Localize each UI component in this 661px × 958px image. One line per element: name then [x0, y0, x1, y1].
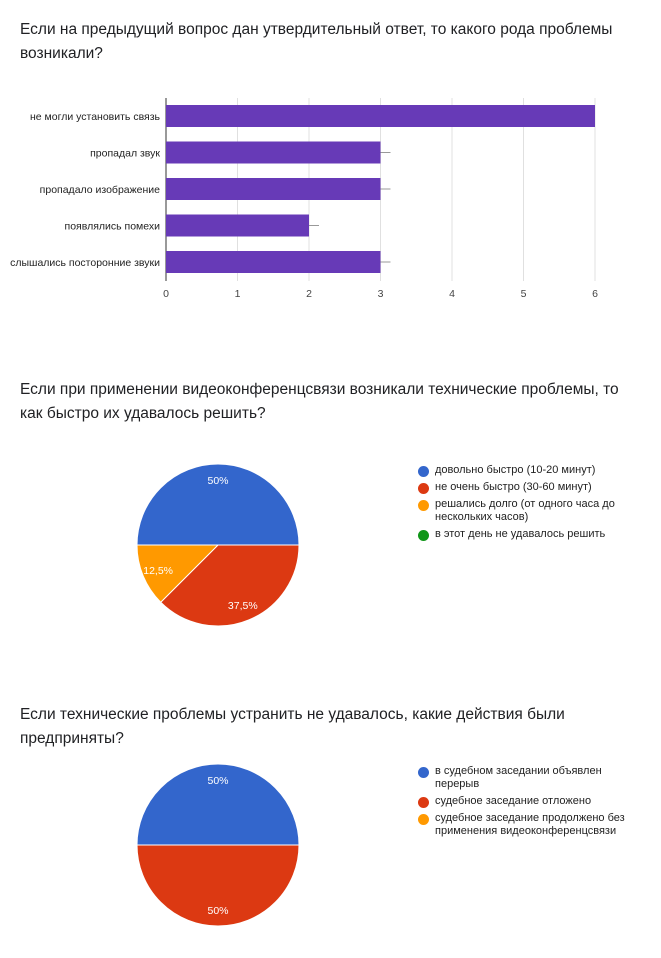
x-tick-label: 4	[449, 288, 455, 300]
legend-label: решались долго (от одного часа до нескол…	[435, 498, 615, 523]
legend-swatch	[418, 814, 429, 825]
pie-slice	[136, 544, 220, 603]
bar	[166, 214, 309, 237]
slice-label: 50%	[207, 905, 228, 917]
bar	[166, 251, 381, 273]
question-1-title: Если на предыдущий вопрос дан утвердител…	[20, 21, 613, 62]
legend-item: судебное заседание отложено	[418, 795, 648, 808]
legend-resolution-speed: довольно быстро (10-20 минут) не очень бы…	[418, 464, 648, 545]
legend-swatch	[418, 483, 429, 494]
pie-slice	[136, 763, 300, 846]
bar	[166, 105, 595, 127]
legend-item: решались долго (от одного часа до нескол…	[418, 498, 648, 524]
legend-item: не очень быстро (30-60 минут)	[418, 481, 648, 494]
pie-chart-resolution-speed: 50% 37,5% 12,5%	[136, 463, 300, 627]
bar	[166, 178, 381, 200]
x-tick-label: 5	[521, 288, 527, 300]
x-tick-label: 3	[378, 288, 384, 300]
bar	[166, 141, 381, 164]
legend-label: в этот день не удавалось решить	[435, 528, 606, 540]
category-label: не могли установить связь	[30, 111, 161, 123]
pie-slice	[136, 463, 300, 546]
legend-item: в судебном заседании объявлен перерыв	[418, 765, 648, 791]
legend-label: довольно быстро (10-20 минут)	[435, 464, 596, 476]
category-label: слышались посторонние звуки	[10, 257, 160, 269]
question-2-title: Если при применении видеоконференцсвязи …	[20, 381, 619, 422]
category-label: пропадал звук	[90, 148, 160, 160]
pie-slice	[136, 844, 300, 927]
x-tick-label: 6	[592, 288, 598, 300]
legend-item: довольно быстро (10-20 минут)	[418, 464, 648, 477]
category-label: появлялись помехи	[65, 221, 161, 233]
legend-item: судебное заседание продолжено без примен…	[418, 812, 648, 838]
legend-swatch	[418, 797, 429, 808]
legend-label: судебное заседание отложено	[435, 795, 592, 807]
slice-label: 50%	[207, 775, 228, 787]
x-tick-label: 1	[235, 288, 241, 300]
x-tick-label: 2	[306, 288, 312, 300]
pie-chart-actions-taken: 50% 50%	[136, 763, 300, 927]
legend-actions-taken: в судебном заседании объявлен перерыв суд…	[418, 765, 648, 842]
slice-label: 50%	[207, 475, 228, 487]
slice-label: 37,5%	[228, 600, 258, 612]
legend-swatch	[418, 530, 429, 541]
legend-item: в этот день не удавалось решить	[418, 528, 648, 541]
legend-swatch	[418, 466, 429, 477]
question-3-title: Если технические проблемы устранить не у…	[20, 706, 565, 747]
bar-chart: не могли установить связь пропадал звук пр…	[10, 98, 598, 300]
category-label: пропадало изображение	[40, 184, 160, 196]
slice-label: 12,5%	[143, 565, 173, 577]
legend-swatch	[418, 767, 429, 778]
legend-label: в судебном заседании объявлен перерыв	[435, 765, 602, 790]
pie-slice	[160, 544, 300, 627]
legend-label: не очень быстро (30-60 минут)	[435, 481, 592, 493]
x-tick-label: 0	[163, 288, 169, 300]
legend-label: судебное заседание продолжено без примен…	[435, 812, 625, 837]
legend-swatch	[418, 500, 429, 511]
